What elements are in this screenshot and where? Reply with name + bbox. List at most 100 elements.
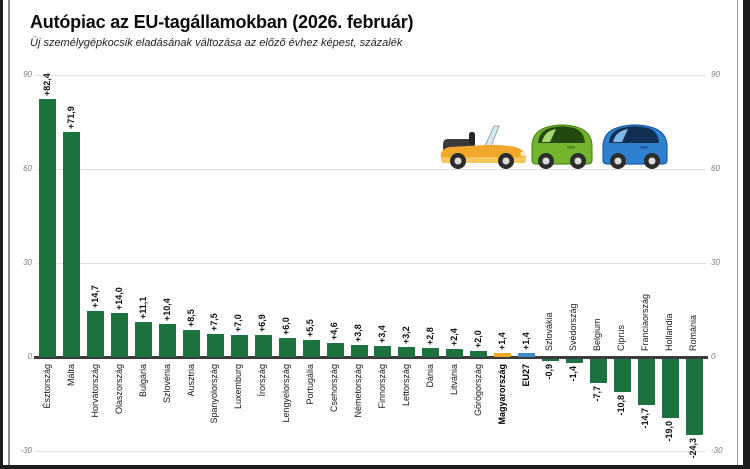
bar-country-label: Csehország bbox=[329, 364, 340, 413]
bar-value-label: +3,4 bbox=[376, 325, 387, 344]
y-tick-right: 60 bbox=[711, 164, 720, 173]
frame-right-inner-line bbox=[737, 0, 738, 469]
bar-country-label: Málta bbox=[65, 364, 76, 387]
gridline-y-60 bbox=[36, 169, 706, 170]
bar-value-label: -14,7 bbox=[640, 407, 651, 429]
bar-country-label: Finnország bbox=[376, 364, 387, 409]
bar-country-label: Ausztria bbox=[185, 364, 196, 397]
bar-country-label: EU27 bbox=[520, 364, 531, 387]
bar bbox=[685, 358, 703, 435]
y-tick-right: 0 bbox=[711, 352, 716, 361]
bar-value-label: +2,4 bbox=[448, 328, 459, 347]
bar-value-label: -24,3 bbox=[688, 437, 699, 459]
bar-country-label: Hollandia bbox=[664, 313, 675, 351]
bar-country-label: Portugália bbox=[305, 364, 316, 405]
bar bbox=[39, 98, 57, 357]
bar-value-label: +11,1 bbox=[137, 296, 148, 320]
y-tick-left: -30 bbox=[20, 445, 32, 455]
bar-value-label: +8,5 bbox=[185, 309, 196, 328]
bar bbox=[541, 358, 559, 362]
bar-value-label: +5,5 bbox=[305, 318, 316, 337]
bar-country-label: Románia bbox=[688, 314, 699, 351]
bar-value-label: +14,0 bbox=[113, 287, 124, 311]
bar-value-label: +6,9 bbox=[257, 314, 268, 333]
frame-bottom-border bbox=[0, 465, 750, 469]
bar-value-label: +3,8 bbox=[353, 324, 364, 343]
bar-country-label: Dánia bbox=[424, 364, 435, 388]
bar-value-label: -10,8 bbox=[616, 395, 627, 416]
bar-value-label: +10,4 bbox=[161, 298, 172, 322]
bar-value-label: +4,6 bbox=[329, 321, 340, 340]
bar bbox=[470, 350, 488, 357]
bar bbox=[446, 349, 464, 357]
y-tick-left: 90 bbox=[23, 70, 32, 79]
y-tick-left: 0 bbox=[27, 352, 32, 361]
cars-illustration bbox=[440, 124, 668, 169]
page-subtitle: Új személygépkocsik eladásának változása… bbox=[30, 37, 403, 49]
bar bbox=[326, 342, 344, 357]
bar bbox=[374, 346, 392, 357]
green-car-icon bbox=[531, 124, 593, 169]
bar bbox=[494, 352, 512, 357]
bar-country-label: Horvátország bbox=[89, 364, 100, 418]
bar bbox=[398, 346, 416, 357]
bar bbox=[183, 330, 201, 357]
bar-country-label: Luxemburg bbox=[233, 364, 244, 410]
gridline-y-30 bbox=[36, 263, 706, 264]
frame-right-border bbox=[743, 0, 750, 469]
bar-country-label: Olaszország bbox=[113, 364, 124, 415]
bar-country-label: Magyarország bbox=[496, 364, 507, 425]
bar-value-label: -1,4 bbox=[568, 365, 579, 382]
y-tick-left: 30 bbox=[23, 258, 32, 267]
bar bbox=[613, 358, 631, 393]
bar bbox=[87, 310, 105, 357]
frame-left-border bbox=[0, 0, 3, 469]
y-tick-left: 60 bbox=[23, 164, 32, 173]
bar bbox=[254, 335, 272, 357]
bar-value-label: +7,5 bbox=[209, 312, 220, 331]
y-tick-right: -30 bbox=[711, 445, 723, 455]
bar bbox=[589, 358, 607, 383]
bar bbox=[278, 338, 296, 357]
bar-value-label: -7,7 bbox=[592, 385, 603, 402]
bar bbox=[111, 313, 129, 357]
bar bbox=[518, 352, 536, 357]
bar-country-label: Spanyolország bbox=[209, 364, 220, 424]
bar-value-label: +1,4 bbox=[496, 331, 507, 350]
bar bbox=[230, 335, 248, 357]
bar-country-label: Görögország bbox=[472, 364, 483, 417]
bar-country-label: Svédország bbox=[568, 303, 579, 351]
bar-country-label: Litvánia bbox=[448, 364, 459, 396]
bar bbox=[206, 333, 224, 357]
bar-value-label: +7,0 bbox=[233, 314, 244, 333]
bar-country-label: Írország bbox=[257, 364, 268, 397]
bar-value-label: +2,8 bbox=[424, 327, 435, 346]
bar-country-label: Ciprus bbox=[616, 324, 627, 351]
bar-country-label: Észtország bbox=[41, 364, 52, 409]
bar-value-label: +71,9 bbox=[65, 105, 76, 129]
y-tick-right: 90 bbox=[711, 70, 720, 79]
bar bbox=[565, 358, 583, 363]
bar-country-label: Szlovákia bbox=[544, 312, 555, 351]
bar-country-label: Lettország bbox=[400, 364, 411, 407]
bar bbox=[159, 324, 177, 357]
frame-left-inner-line bbox=[8, 0, 10, 469]
bar-value-label: +6,0 bbox=[281, 317, 292, 336]
bar bbox=[302, 339, 320, 357]
blue-car-icon bbox=[602, 124, 668, 169]
bar bbox=[422, 348, 440, 357]
bar-value-label: +2,0 bbox=[472, 329, 483, 348]
bar bbox=[350, 345, 368, 357]
bar-value-label: +14,7 bbox=[89, 285, 100, 308]
bar-value-label: -19,0 bbox=[664, 421, 675, 442]
bar bbox=[135, 322, 153, 357]
bar-country-label: Bulgária bbox=[137, 364, 148, 398]
gridline-y--30 bbox=[36, 450, 706, 452]
bar-country-label: Belgium bbox=[592, 318, 603, 351]
bar-value-label: +1,4 bbox=[520, 331, 531, 350]
bar-value-label: +3,2 bbox=[400, 326, 411, 344]
page-title: Autópiac az EU-tagállamokban (2026. febr… bbox=[30, 12, 414, 32]
bar bbox=[63, 131, 81, 357]
bar-country-label: Németország bbox=[353, 364, 364, 418]
